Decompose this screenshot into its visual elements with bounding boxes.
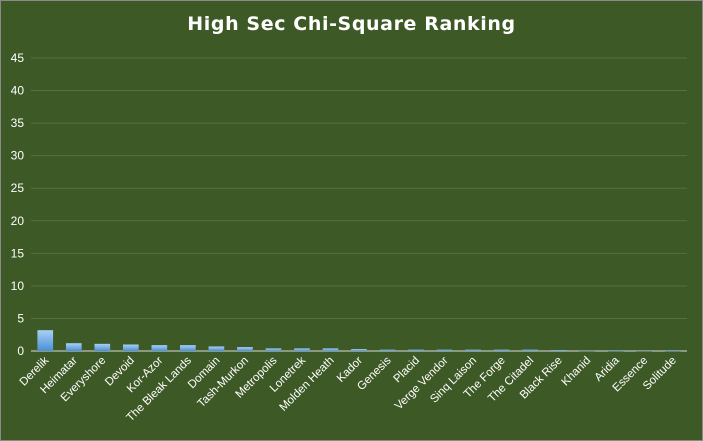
bar-essence — [636, 350, 653, 352]
bar-solitude — [664, 350, 681, 352]
y-tick-label: 15 — [11, 246, 25, 260]
x-tick-label: Khanid — [559, 355, 593, 389]
y-tick-label: 10 — [11, 279, 25, 293]
bar-verge-vendor — [436, 349, 453, 351]
bar-black-rise — [550, 350, 567, 351]
bar-aridia — [607, 350, 624, 352]
bar-the-citadel — [522, 349, 538, 351]
bar-tash-murkon — [237, 347, 253, 351]
bar-kador — [351, 349, 367, 351]
y-tick-label: 40 — [11, 84, 25, 98]
bar-khanid — [579, 350, 596, 352]
y-tick-label: 20 — [11, 214, 25, 228]
bar-kor-azor — [151, 345, 168, 351]
y-tick-label: 0 — [17, 344, 24, 358]
bar-the-bleak-lands — [180, 345, 196, 351]
bar-the-forge — [493, 349, 510, 351]
y-tick-label: 25 — [11, 181, 25, 195]
y-tick-label: 45 — [11, 51, 25, 65]
bar-lonetrek — [294, 348, 310, 351]
bar-devoid — [122, 344, 139, 351]
bar-molden-heath — [322, 348, 339, 351]
bar-domain — [208, 346, 225, 351]
bar-everyshore — [94, 343, 111, 351]
bar-placid — [408, 349, 424, 351]
bar-sinq-laison — [465, 349, 481, 351]
bar-heimatar — [65, 343, 82, 351]
bar-genesis — [379, 349, 396, 351]
y-tick-label: 35 — [11, 116, 25, 130]
y-tick-label: 5 — [17, 311, 24, 325]
y-tick-label: 30 — [11, 149, 25, 163]
chart-title: High Sec Chi-Square Ranking — [187, 13, 516, 35]
bar-derelik — [37, 330, 54, 351]
bar-metropolis — [265, 348, 282, 351]
